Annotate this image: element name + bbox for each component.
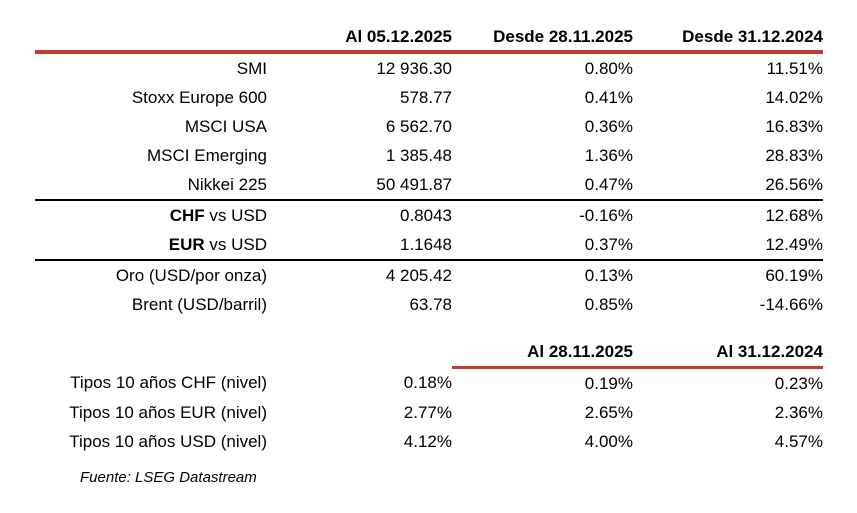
source-note: Fuente: LSEG Datastream — [80, 469, 257, 486]
table-row-rates-eur: Tipos 10 años EUR (nivel) 2.77% 2.65% 2.… — [35, 398, 823, 427]
currency-code: EUR — [168, 234, 205, 254]
header-level-prev-year: Al 31.12.2024 — [633, 319, 823, 369]
currency-suffix: vs USD — [204, 234, 267, 254]
rates-header-row: Al 28.11.2025 Al 31.12.2024 — [35, 319, 823, 369]
value-current: 2.77% — [403, 402, 452, 422]
value-prev-year: 0.23% — [774, 373, 823, 393]
value-change-week: 0.13% — [584, 265, 633, 285]
value-change-ytd: 26.56% — [633, 170, 823, 201]
row-label: SMI — [236, 58, 267, 78]
value-change-ytd: 16.83% — [765, 116, 823, 136]
value-change-ytd: 60.19% — [765, 265, 823, 285]
value-prev-year: 2.36% — [774, 402, 823, 422]
row-label: Stoxx Europe 600 — [131, 87, 267, 107]
header-level-prev-week: Al 28.11.2025 — [452, 319, 633, 369]
value-change-ytd: 14.02% — [765, 87, 823, 107]
value-current: 4.12% — [403, 431, 452, 451]
table-row-rates-usd: Tipos 10 años USD (nivel) 4.12% 4.00% 4.… — [35, 427, 823, 456]
value-prev-year: 4.57% — [774, 431, 823, 451]
value-change-week: 1.36% — [584, 145, 633, 165]
row-label: Nikkei 225 — [35, 170, 267, 201]
row-label: MSCI Emerging — [147, 145, 267, 165]
value-prev-week: 0.19% — [584, 373, 633, 393]
value-change-week: 0.37% — [452, 230, 633, 261]
value-change-ytd: -14.66% — [759, 294, 823, 314]
value-level: 1.1648 — [267, 230, 452, 261]
table-row-msci-usa: MSCI USA 6 562.70 0.36% 16.83% — [35, 112, 823, 141]
row-label: Brent (USD/barril) — [131, 294, 267, 314]
value-change-week: 0.85% — [584, 294, 633, 314]
value-level: 50 491.87 — [267, 170, 452, 201]
value-prev-week: 2.65% — [584, 402, 633, 422]
table-row-chf-usd: CHF vs USD 0.8043 -0.16% 12.68% — [35, 200, 823, 230]
market-overview-table: Al 05.12.2025 Desde 28.11.2025 Desde 31.… — [35, 26, 823, 491]
table-row-stoxx: Stoxx Europe 600 578.77 0.41% 14.02% — [35, 83, 823, 112]
row-label: EUR vs USD — [35, 230, 267, 261]
header-since-year: Desde 31.12.2024 — [633, 26, 823, 54]
value-change-week: 0.47% — [452, 170, 633, 201]
table-row-gold: Oro (USD/por onza) 4 205.42 0.13% 60.19% — [35, 260, 823, 290]
value-level: 63.78 — [409, 294, 452, 314]
value-current: 0.18% — [403, 372, 452, 392]
value-change-week: -0.16% — [579, 205, 633, 225]
currency-suffix: vs USD — [204, 205, 267, 225]
value-change-ytd: 12.49% — [633, 230, 823, 261]
header-empty-cell — [267, 319, 452, 368]
row-label: Oro (USD/por onza) — [115, 265, 267, 285]
row-label: CHF vs USD — [35, 200, 267, 230]
value-level: 578.77 — [400, 87, 452, 107]
row-label: MSCI USA — [184, 116, 267, 136]
table-header-row: Al 05.12.2025 Desde 28.11.2025 Desde 31.… — [35, 26, 823, 54]
table-row-nikkei: Nikkei 225 50 491.87 0.47% 26.56% — [35, 170, 823, 201]
source-note-row: Fuente: LSEG Datastream — [35, 456, 823, 491]
table-row-brent: Brent (USD/barril) 63.78 0.85% -14.66% — [35, 290, 823, 319]
header-current-date: Al 05.12.2025 — [267, 26, 452, 54]
table-row-eur-usd: EUR vs USD 1.1648 0.37% 12.49% — [35, 230, 823, 261]
value-level: 0.8043 — [400, 205, 452, 225]
value-change-week: 0.80% — [584, 58, 633, 78]
value-change-week: 0.36% — [584, 116, 633, 136]
value-level: 1 385.48 — [385, 145, 452, 165]
currency-code: CHF — [169, 205, 205, 225]
row-label: Tipos 10 años USD (nivel) — [69, 431, 267, 451]
table-row-smi: SMI 12 936.30 0.80% 11.51% — [35, 52, 823, 83]
header-since-week: Desde 28.11.2025 — [452, 26, 633, 54]
row-label: Tipos 10 años EUR (nivel) — [69, 402, 267, 422]
value-change-ytd: 11.51% — [766, 58, 823, 78]
header-empty-cell — [35, 26, 267, 54]
value-level: 6 562.70 — [385, 116, 452, 136]
value-change-ytd: 28.83% — [765, 145, 823, 165]
value-level: 12 936.30 — [376, 58, 452, 78]
value-change-week: 0.41% — [584, 87, 633, 107]
value-change-ytd: 12.68% — [765, 205, 823, 225]
value-level: 4 205.42 — [385, 265, 452, 285]
row-label: Tipos 10 años CHF (nivel) — [70, 372, 267, 392]
value-prev-week: 4.00% — [584, 431, 633, 451]
table-row-rates-chf: Tipos 10 años CHF (nivel) 0.18% 0.19% 0.… — [35, 368, 823, 399]
header-empty-cell — [35, 319, 267, 368]
table-row-msci-emerging: MSCI Emerging 1 385.48 1.36% 28.83% — [35, 141, 823, 170]
